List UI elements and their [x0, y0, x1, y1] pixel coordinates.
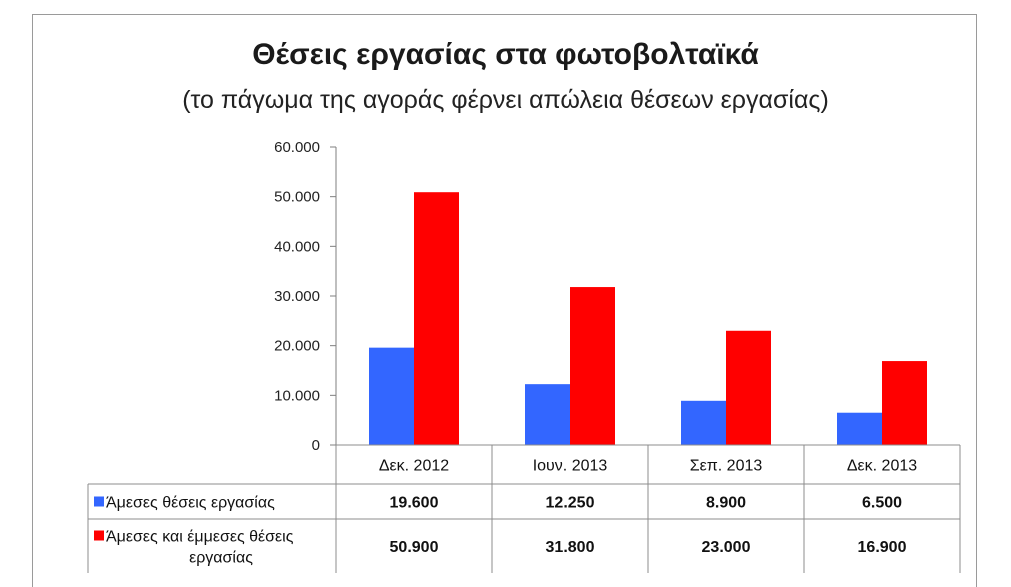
bar-total-1 — [570, 287, 615, 445]
data-table-value: 31.800 — [546, 539, 595, 556]
bar-direct-3 — [837, 412, 882, 445]
bar-direct-1 — [525, 384, 570, 445]
y-tick-label: 20.000 — [274, 338, 320, 355]
category-label: Δεκ. 2013 — [847, 458, 917, 475]
legend-label: εργασίας — [189, 550, 253, 567]
bar-total-2 — [726, 330, 771, 445]
data-table-value: 50.900 — [390, 539, 439, 556]
category-label: Δεκ. 2012 — [379, 458, 449, 475]
y-tick-label: 0 — [312, 437, 320, 454]
y-tick-label: 30.000 — [274, 288, 320, 305]
data-table-value: 19.600 — [390, 495, 439, 512]
category-label: Ιουν. 2013 — [533, 458, 608, 475]
y-tick-label: 50.000 — [274, 189, 320, 206]
y-tick-label: 60.000 — [274, 139, 320, 156]
chart-title: Θέσεις εργασίας στα φωτοβολταϊκά — [252, 38, 759, 71]
legend-key-total — [94, 530, 104, 541]
y-tick-label: 40.000 — [274, 238, 320, 255]
bar-total-0 — [414, 192, 459, 445]
bar-direct-2 — [681, 400, 726, 445]
data-table-value: 23.000 — [702, 539, 751, 556]
data-table-value: 6.500 — [862, 495, 902, 512]
legend-label: Άμεσες θέσεις εργασίας — [106, 495, 275, 512]
chart-subtitle: (το πάγωμα της αγοράς φέρνει απώλεια θέσ… — [182, 86, 829, 114]
data-table-value: 8.900 — [706, 495, 746, 512]
data-table-value: 12.250 — [546, 495, 595, 512]
category-label: Σεπ. 2013 — [690, 458, 763, 475]
y-tick-label: 10.000 — [274, 387, 320, 404]
data-table-value: 16.900 — [858, 539, 907, 556]
legend-label: Άμεσες και έμμεσες θέσεις — [106, 529, 294, 546]
bar-total-3 — [882, 361, 927, 445]
chart-frame — [32, 14, 977, 587]
bar-direct-0 — [369, 347, 414, 445]
legend-key-direct — [94, 496, 104, 507]
